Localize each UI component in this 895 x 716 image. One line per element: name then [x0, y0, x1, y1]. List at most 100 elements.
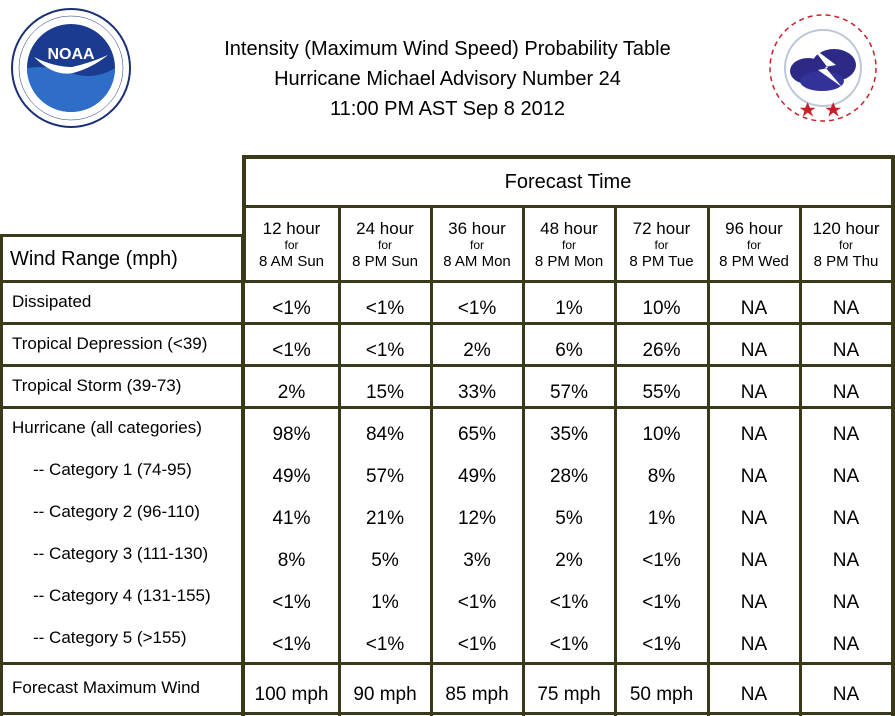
- table-cell: <1%: [365, 298, 405, 319]
- row-label: Dissipated: [12, 292, 92, 311]
- forecast-time-header: Forecast Time: [504, 171, 632, 193]
- table-cell: NA: [832, 340, 860, 361]
- wind-range-header: Wind Range (mph): [10, 248, 178, 270]
- table-cell: NA: [832, 466, 860, 487]
- table-grid-line: [0, 280, 895, 283]
- column-header: 120 hour for 8 PM Thu: [800, 219, 892, 271]
- column-header-when: 8 PM Sun: [352, 253, 418, 270]
- row-label: -- Category 4 (131-155): [33, 586, 211, 605]
- table-cell: NA: [740, 634, 768, 655]
- table-cell: <1%: [457, 592, 497, 613]
- column-header-for: for: [838, 238, 853, 252]
- table-grid-line: [0, 712, 895, 715]
- column-header-hour: 120 hour: [812, 219, 880, 238]
- table-cell: 41%: [272, 508, 311, 529]
- table-cell: 85 mph: [445, 684, 509, 705]
- table-cell: 12%: [457, 508, 497, 529]
- nws-logo: [764, 9, 882, 127]
- table-cell: NA: [740, 684, 768, 705]
- table-cell: <1%: [272, 340, 311, 361]
- table-cell: <1%: [642, 592, 681, 613]
- table-cell: <1%: [272, 298, 311, 319]
- column-header-when: 8 PM Wed: [719, 253, 789, 270]
- table-cell: <1%: [457, 298, 497, 319]
- table-cell: <1%: [365, 634, 405, 655]
- table-cell: 100 mph: [254, 684, 329, 705]
- table-cell: 49%: [272, 466, 311, 487]
- table-cell: 65%: [457, 424, 497, 445]
- table-cell: NA: [832, 298, 860, 319]
- table-cell: 6%: [555, 340, 583, 361]
- column-header-when: 8 AM Sun: [258, 253, 325, 270]
- table-cell: 8%: [277, 550, 306, 571]
- row-label: -- Category 3 (111-130): [33, 544, 209, 563]
- table-cell: NA: [740, 508, 768, 529]
- table-cell: 1%: [647, 508, 676, 529]
- table-cell: 21%: [365, 508, 405, 529]
- table-cell: 28%: [549, 466, 589, 487]
- column-header-hour: 96 hour: [725, 219, 783, 238]
- column-header-for: for: [469, 238, 484, 252]
- column-header: 36 hour for 8 AM Mon: [431, 219, 523, 271]
- table-grid-line: [0, 406, 895, 409]
- table-grid-line: [614, 205, 617, 716]
- table-cell: 2%: [555, 550, 583, 571]
- column-header-hour: 36 hour: [448, 219, 506, 238]
- title-line-1: Intensity (Maximum Wind Speed) Probabili…: [224, 38, 671, 60]
- column-header-for: for: [654, 238, 669, 252]
- column-header-when: 8 PM Thu: [813, 253, 879, 270]
- column-header: 96 hour for 8 PM Wed: [708, 219, 800, 271]
- table-cell: NA: [740, 424, 768, 445]
- column-header-for: for: [284, 238, 299, 252]
- column-header-for: for: [377, 238, 392, 252]
- table-grid-line: [799, 205, 802, 716]
- table-cell: 57%: [549, 382, 589, 403]
- row-label: Hurricane (all categories): [12, 418, 202, 437]
- noaa-logo: NOAA: [11, 8, 131, 128]
- table-cell: NA: [832, 382, 860, 403]
- table-cell: 5%: [371, 550, 399, 571]
- table-grid-line: [242, 205, 895, 208]
- table-grid-line: [522, 205, 525, 716]
- column-header-for: for: [561, 238, 576, 252]
- table-cell: <1%: [642, 634, 681, 655]
- table-cell: <1%: [272, 592, 311, 613]
- table-cell: 33%: [457, 382, 497, 403]
- row-label: Tropical Depression (<39): [12, 334, 208, 353]
- table-cell: 1%: [371, 592, 399, 613]
- column-header-hour: 24 hour: [356, 219, 414, 238]
- noaa-text: NOAA: [47, 46, 95, 63]
- table-cell: 90 mph: [353, 684, 417, 705]
- table-cell: NA: [832, 592, 860, 613]
- table-cell: 50 mph: [629, 684, 694, 705]
- column-header: 72 hour for 8 PM Tue: [615, 219, 708, 271]
- table-cell: 98%: [272, 424, 311, 445]
- table-cell: 1%: [555, 298, 583, 319]
- table-grid-line: [707, 205, 710, 716]
- column-header: 12 hour for 8 AM Sun: [244, 219, 339, 271]
- table-cell: 2%: [463, 340, 491, 361]
- column-header-hour: 12 hour: [262, 219, 321, 238]
- column-header-when: 8 PM Mon: [534, 253, 604, 270]
- column-header-hour: 72 hour: [632, 219, 691, 238]
- table-grid-line: [0, 234, 246, 237]
- row-label: -- Category 2 (96-110): [33, 502, 200, 521]
- title-line-2: Hurricane Michael Advisory Number 24: [274, 68, 621, 90]
- table-cell: 5%: [555, 508, 583, 529]
- column-header: 48 hour for 8 PM Mon: [523, 219, 615, 271]
- row-label: -- Category 5 (>155): [33, 628, 187, 647]
- table-cell: <1%: [549, 634, 589, 655]
- table-cell: 2%: [277, 382, 306, 403]
- table-cell: 49%: [457, 466, 497, 487]
- table-grid-line: [0, 322, 895, 325]
- table-grid-line: [0, 364, 895, 367]
- table-cell: 55%: [642, 382, 681, 403]
- table-cell: <1%: [457, 634, 497, 655]
- column-header-when: 8 AM Mon: [443, 253, 511, 270]
- table-grid-line: [0, 234, 3, 716]
- table-cell: NA: [832, 508, 860, 529]
- table-grid-line: [241, 234, 245, 716]
- column-header-hour: 48 hour: [540, 219, 598, 238]
- table-cell: NA: [832, 550, 860, 571]
- table-cell: NA: [832, 684, 860, 705]
